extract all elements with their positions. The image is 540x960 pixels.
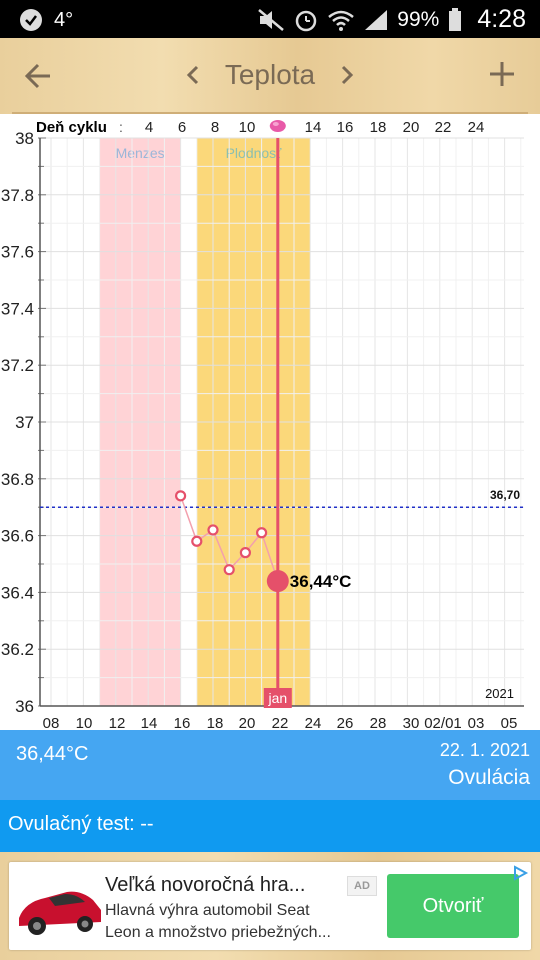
x-tick-label: 10 [76,715,93,730]
chevron-left-icon[interactable] [185,61,201,89]
x-tick-label: 22 [272,715,289,730]
title-navigation: Teplota [170,50,370,100]
band-label: Menzes [116,145,165,161]
cycle-tick-label: 20 [403,119,420,136]
x-tick-label: 24 [305,715,322,730]
threshold-label: 36,70 [490,488,520,502]
x-tick-label: 14 [141,715,158,730]
ovulation-test-bar[interactable]: Ovulačný test: -- [0,800,540,852]
battery-icon [449,7,462,31]
ovulation-marker-icon [269,120,286,132]
cycle-tick-label: 10 [239,119,256,136]
year-label: 2021 [485,686,514,701]
selected-phase: Ovulácia [448,766,530,789]
signal-icon [365,9,388,30]
month-label: jan [267,690,287,706]
selected-temperature: 36,44°C [16,743,89,765]
x-tick-label: 03 [468,715,485,730]
adchoices-icon[interactable] [511,864,529,882]
y-tick-label: 36 [15,697,34,716]
selected-temperature-label: 36,44°C [290,572,352,591]
battery-percent: 99% [397,7,440,31]
x-tick-label: 26 [337,715,354,730]
temperature-chart[interactable]: Menzes Plodnosť 38 37.8 37.6 37.4 37.2 37 36.8 36… [0,114,540,730]
cycle-tick-label: 8 [211,119,219,136]
ad-zone: Veľká novoročná hra... AD Hlavná výhra a… [0,852,540,960]
ad-description-line2: Leon a množstvo priebežných... [105,924,331,941]
header-divider [12,112,528,114]
wifi-icon [328,10,355,31]
x-tick-label: 28 [370,715,387,730]
ad-banner[interactable]: Veľká novoročná hra... AD Hlavná výhra a… [9,862,531,950]
cycle-tick-label: 6 [178,119,186,136]
notification-icon [20,9,42,31]
ovulation-test-label: Ovulačný test: -- [8,813,154,835]
month-tag [263,688,292,708]
cycle-tick-label: 14 [305,119,322,136]
arrow-back-icon [24,63,50,89]
temperature-point[interactable] [175,490,187,502]
x-tick-label: 30 [403,715,420,730]
y-tick-label: 37 [15,413,34,432]
x-tick-label: 16 [174,715,191,730]
y-tick-label: 36.4 [1,583,34,602]
ad-headline: Veľká novoročná hra... [105,874,306,896]
y-tick-label: 37.8 [1,186,34,205]
cycle-tick-label: 16 [337,119,354,136]
y-tick-label: 36.6 [1,527,34,546]
weather-temperature: 4° [54,8,74,31]
page-title: Teplota [224,59,316,90]
x-tick-label: 05 [501,715,518,730]
car-ad-image [19,891,101,935]
selected-temperature-point[interactable] [266,570,289,593]
temperature-point[interactable] [207,524,219,536]
alarm-icon [296,10,317,31]
x-tick-label: 12 [109,715,126,730]
cycle-tick-label: 22 [435,119,452,136]
y-tick-label: 37.4 [1,299,34,318]
x-tick-label: 18 [207,715,224,730]
app-header: Teplota [0,38,540,114]
temperature-point[interactable] [239,547,251,559]
temperature-point[interactable] [191,535,203,547]
ad-badge: AD [347,876,377,896]
x-tick-label: 02/01 [424,715,462,730]
ovulation-marker-shine [272,122,279,126]
band-label: Plodnosť [226,145,283,161]
ad-description-line1: Hlavná výhra automobil Seat [105,902,310,919]
y-tick-label: 38 [15,129,34,148]
back-button[interactable] [22,56,56,96]
add-button[interactable] [486,52,518,105]
mute-icon [258,8,285,31]
y-tick-label: 37.2 [1,356,34,375]
status-bar: 4° 99% 4:28 [0,0,540,38]
cycle-separator: : [119,119,123,135]
y-tick-label: 37.6 [1,243,34,262]
clock: 4:28 [477,5,526,33]
selected-day-bar: 36,44°C 22. 1. 2021 Ovulácia [0,730,540,800]
cycle-tick-label: 18 [370,119,387,136]
x-tick-label: 08 [43,715,60,730]
cycle-tick-label: 24 [468,119,485,136]
cycle-tick-label: 4 [145,119,153,136]
ad-open-button[interactable]: Otvoriť [387,874,519,938]
y-tick-label: 36.2 [1,640,34,659]
plus-icon [490,62,514,86]
temperature-point[interactable] [256,527,268,539]
x-tick-label: 20 [239,715,256,730]
y-tick-label: 36.8 [1,470,34,489]
cycle-axis-label: Deň cyklu [36,119,107,136]
chevron-right-icon[interactable] [339,61,355,89]
selected-date: 22. 1. 2021 [439,740,530,760]
temperature-point[interactable] [223,564,235,576]
